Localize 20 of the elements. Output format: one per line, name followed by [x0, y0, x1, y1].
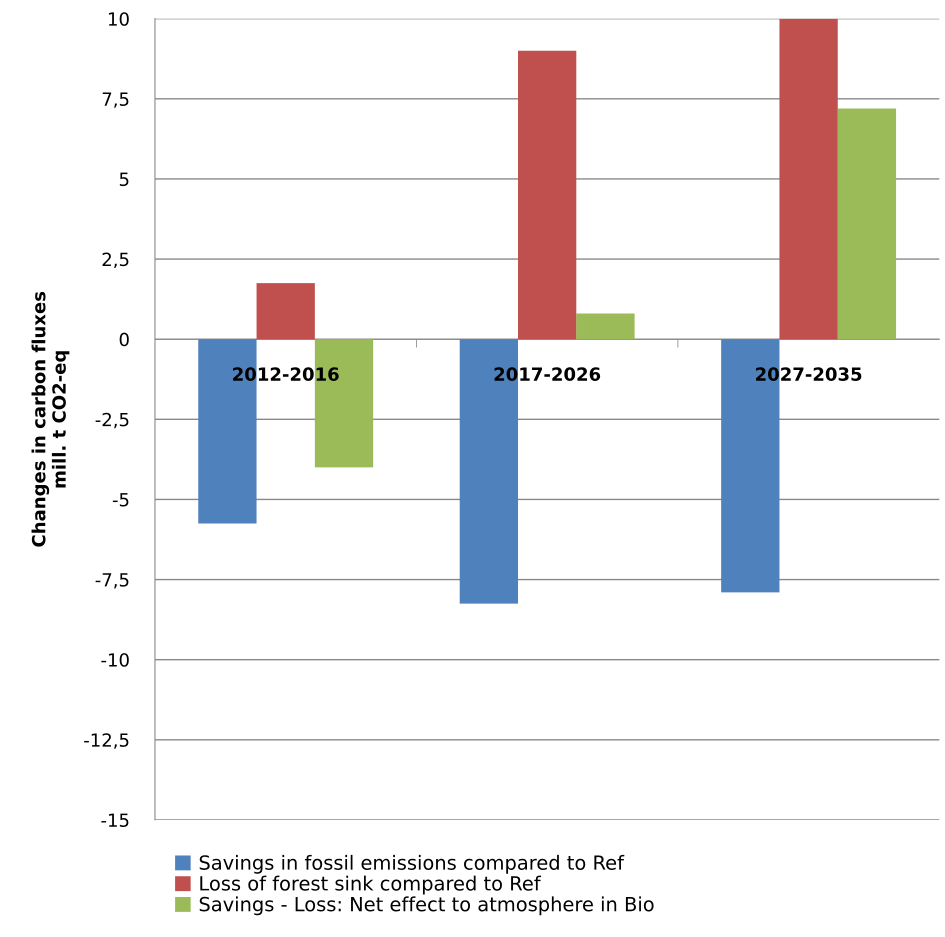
y-tick-label: -5: [112, 493, 128, 507]
y-tick-label: 0: [120, 332, 129, 346]
legend-label: Loss of forest sink compared to Ref: [200, 876, 542, 894]
y-tick-label: -15: [101, 814, 128, 827]
y-tick-label: -10: [101, 653, 129, 667]
bar: [838, 108, 896, 340]
legend-label: Savings in fossil emissions compared to Ref: [200, 854, 624, 874]
y-tick-label: 10: [108, 12, 129, 26]
legend-label: Savings - Loss: Net effect to atmosphere in Bio: [200, 896, 654, 916]
y-tick-label: -12,5: [84, 733, 128, 749]
bar: [256, 283, 315, 340]
y-tick-label: -7,5: [96, 573, 128, 588]
bar: [518, 50, 576, 340]
y-tick-label: 7,5: [102, 92, 128, 108]
y-axis-title: Changes in carbon fluxes mill. t CO2-eq: [32, 292, 70, 547]
y-tick-label: 2,5: [102, 252, 128, 268]
y-tick-label: -2,5: [96, 412, 128, 428]
y-tick-label: 5: [120, 172, 128, 186]
bar: [576, 314, 635, 340]
bar: [779, 18, 838, 340]
